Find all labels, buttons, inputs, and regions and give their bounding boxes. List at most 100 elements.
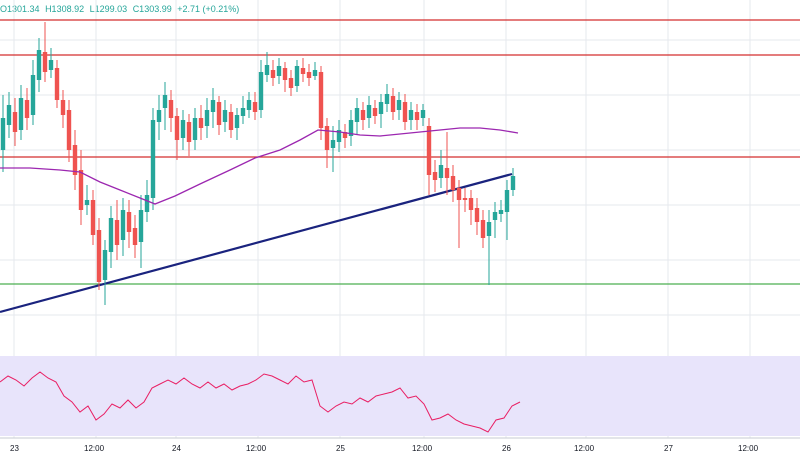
candle-body — [6, 105, 12, 125]
candle-body — [396, 100, 402, 110]
candle-body — [444, 168, 450, 178]
candle — [72, 130, 78, 190]
close-value: C1303.99 — [132, 4, 172, 14]
candle-body — [390, 96, 396, 112]
candle-body — [294, 66, 300, 86]
candle — [258, 60, 264, 118]
candle-body — [168, 100, 174, 118]
rsi-band — [0, 356, 800, 436]
candle-body — [198, 118, 204, 128]
candle — [498, 200, 504, 222]
candle-body — [300, 68, 306, 74]
time-label: 12:00 — [738, 444, 759, 453]
candle-body — [54, 68, 60, 100]
candle-body — [84, 200, 90, 205]
candle — [402, 94, 408, 130]
candle-body — [222, 110, 228, 122]
candle-body — [156, 110, 162, 122]
candle-body — [174, 116, 180, 140]
candle — [390, 88, 396, 120]
candle-body — [264, 65, 270, 75]
candle-body — [0, 118, 6, 150]
candle — [336, 120, 342, 152]
candle — [300, 58, 306, 82]
candle-body — [72, 145, 78, 175]
candle-body — [456, 188, 462, 200]
candle — [384, 84, 390, 112]
candle-body — [360, 110, 366, 120]
candles — [0, 22, 516, 305]
candle — [156, 95, 162, 140]
candle-body — [138, 210, 144, 242]
candle-body — [246, 100, 252, 110]
candle-body — [438, 165, 444, 178]
trendline[interactable] — [0, 172, 513, 314]
candle — [294, 60, 300, 92]
moving-average-line — [0, 127, 519, 205]
candle — [60, 90, 66, 128]
candle-body — [306, 72, 312, 78]
candle — [84, 185, 90, 215]
candle-body — [210, 100, 216, 112]
candle — [36, 38, 42, 92]
candle-body — [402, 102, 408, 122]
candle — [114, 200, 120, 260]
candle-body — [462, 198, 468, 200]
candle-body — [492, 212, 498, 220]
candle — [18, 85, 24, 140]
candle — [240, 96, 246, 124]
candle-body — [42, 52, 48, 72]
candle — [120, 198, 126, 256]
candle — [426, 118, 432, 195]
candle-body — [354, 108, 360, 122]
candle — [96, 218, 102, 290]
time-label: 23 — [10, 444, 19, 453]
candle — [342, 124, 348, 148]
candle — [216, 96, 222, 135]
candle — [30, 60, 36, 125]
high-value: H1308.92 — [45, 4, 85, 14]
candle — [252, 92, 258, 120]
low-value: L1299.03 — [89, 4, 128, 14]
candle-body — [312, 70, 318, 76]
candle-body — [192, 118, 198, 140]
candle-body — [336, 130, 342, 142]
candle-body — [252, 102, 258, 112]
candle — [66, 100, 72, 162]
candle-body — [384, 94, 390, 104]
candle-body — [108, 218, 114, 252]
candle — [174, 108, 180, 160]
candle — [360, 102, 366, 130]
candle-body — [180, 120, 186, 138]
candle-body — [372, 108, 378, 116]
candle-body — [510, 176, 516, 190]
candle-body — [432, 172, 438, 180]
candle-body — [324, 126, 330, 150]
candle-body — [186, 122, 192, 142]
candle-body — [24, 100, 30, 118]
candle-body — [60, 100, 66, 115]
candle — [318, 66, 324, 140]
candle-body — [342, 132, 348, 138]
horizontal-levels[interactable] — [0, 19, 800, 285]
candle — [234, 108, 240, 140]
candle — [6, 92, 12, 138]
candle — [270, 60, 276, 86]
candle-body — [288, 78, 294, 88]
candle — [450, 165, 456, 202]
candle-body — [348, 120, 354, 136]
time-label: 24 — [172, 444, 181, 453]
candle — [48, 48, 54, 78]
open-value: O1301.34 — [0, 4, 40, 14]
candle — [204, 98, 210, 138]
candle-body — [414, 112, 420, 120]
candle — [378, 94, 384, 128]
time-label: 12:00 — [412, 444, 433, 453]
candle — [414, 104, 420, 130]
candle — [132, 215, 138, 258]
candle-body — [498, 210, 504, 214]
candle — [186, 114, 192, 156]
candle — [78, 150, 84, 225]
